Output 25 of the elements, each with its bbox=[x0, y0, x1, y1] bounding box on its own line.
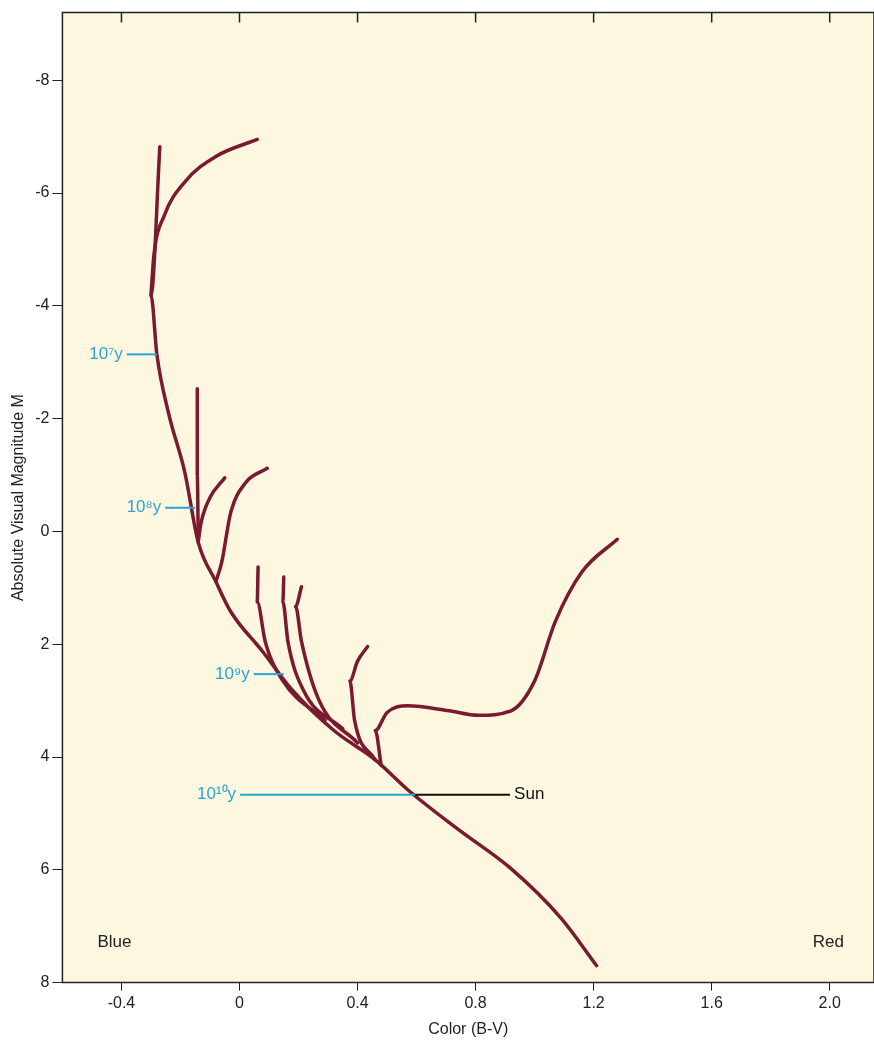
annotation: Red bbox=[812, 932, 844, 952]
annotation: Blue bbox=[97, 932, 132, 952]
annotation: 10⁸y bbox=[126, 497, 162, 517]
y-tick-label: 8 bbox=[40, 973, 50, 991]
y-tick-label: -4 bbox=[35, 296, 50, 314]
y-tick-label: -8 bbox=[35, 70, 50, 88]
x-tick-label: 2.0 bbox=[818, 993, 841, 1011]
x-axis-title: Color (B-V) bbox=[428, 1019, 509, 1037]
annotation: 10⁹y bbox=[215, 663, 251, 683]
annotation: 10⁷y bbox=[89, 344, 124, 364]
y-axis-title: Absolute Visual Magnitude M bbox=[9, 394, 27, 602]
annotation: Sun bbox=[514, 784, 545, 804]
x-tick-label: 1.6 bbox=[700, 993, 723, 1011]
y-tick-label: 6 bbox=[40, 860, 50, 878]
x-tick-label: 1.2 bbox=[582, 993, 605, 1011]
x-tick-label: 0 bbox=[235, 993, 245, 1011]
x-tick-label: 0.4 bbox=[346, 993, 369, 1011]
y-tick-label: 4 bbox=[40, 747, 50, 765]
x-tick-label: 0.8 bbox=[464, 993, 487, 1011]
y-tick-label: -6 bbox=[35, 183, 50, 201]
y-tick-label: 2 bbox=[40, 634, 50, 652]
x-tick-label: -0.4 bbox=[107, 993, 136, 1011]
y-tick-label: -2 bbox=[35, 409, 50, 427]
annotation: 10¹⁰y bbox=[197, 784, 237, 804]
y-tick-label: 0 bbox=[40, 521, 50, 539]
